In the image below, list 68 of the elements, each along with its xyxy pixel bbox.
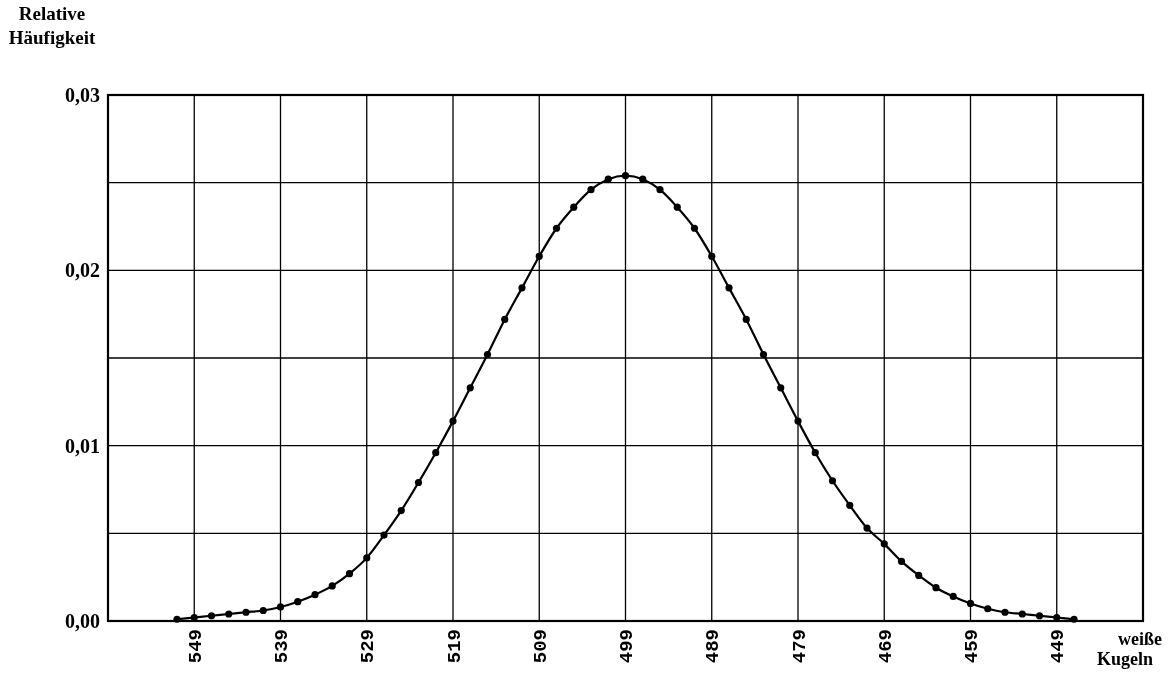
point [1070,615,1078,623]
point [621,172,630,180]
point [552,224,561,232]
point [759,350,768,359]
x-tick-label: 549 [184,629,207,664]
y-tick-label: 0,01 [65,434,100,457]
point [880,540,888,548]
y-tick-label: 0,00 [65,610,100,632]
point [483,350,492,359]
point [570,203,578,211]
point [604,175,612,183]
x-tick-label: 519 [443,629,466,664]
point [414,478,423,487]
point [725,284,733,292]
point [742,315,750,324]
point [259,606,267,615]
point [673,203,681,211]
point [708,252,716,260]
x-tick-label: 529 [357,629,380,664]
point [294,598,302,606]
point [207,612,216,620]
point [518,284,526,292]
point [328,582,336,590]
point [794,417,802,425]
point [915,571,923,580]
y-axis-title: Relative Häufigkeit [8,3,96,48]
x-tick-label: 449 [1047,629,1070,664]
point [345,570,354,578]
point [449,417,457,425]
y-tick-label: 0,03 [65,84,100,106]
point [397,506,405,515]
point [501,315,509,324]
point [984,605,992,613]
point [897,557,906,565]
point [1018,610,1026,618]
point [432,449,440,457]
point [225,610,233,618]
x-tick-label: 489 [702,629,725,664]
point [363,554,371,562]
x-tick-label: 479 [788,629,811,664]
point [535,252,543,260]
point [846,501,854,509]
point [949,592,957,601]
point [863,524,871,532]
x-tick-label: 459 [961,629,984,664]
x-tick-label: 539 [271,629,294,664]
point [466,384,474,392]
point [828,477,837,485]
point [966,599,975,608]
x-tick-label: 509 [529,629,552,664]
point [777,384,785,392]
point [1035,612,1044,620]
x-tick-label: 499 [616,629,639,664]
x-tick-label: 469 [874,629,897,664]
y-tick-label: 0,02 [65,259,100,282]
point [932,584,940,592]
x-axis-title: weiße Kugeln [1096,629,1162,669]
point [587,186,595,194]
point [639,175,647,183]
point [242,608,250,616]
point [811,449,819,457]
point [690,224,699,232]
point [656,186,664,194]
point [276,603,285,611]
point [173,615,181,623]
point [380,531,388,539]
point [1001,608,1009,616]
point [311,591,319,599]
